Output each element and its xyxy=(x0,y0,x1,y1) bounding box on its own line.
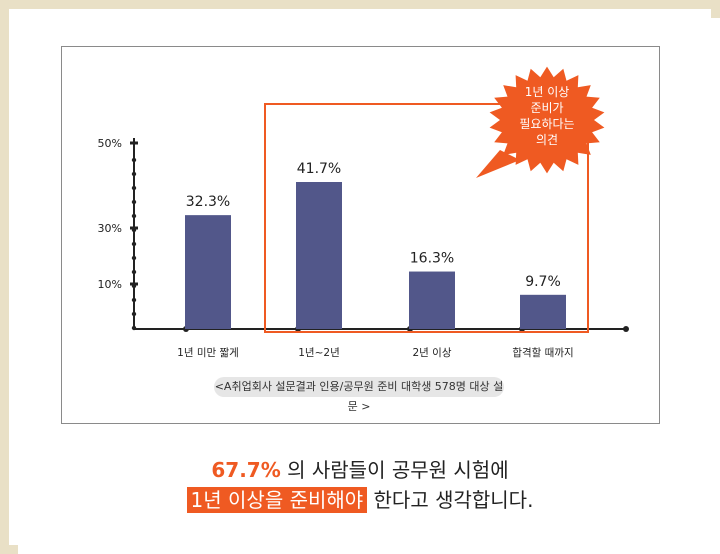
caption-line-1-text: 의 사람들이 공무원 시험에 xyxy=(280,458,509,482)
y-axis-dot xyxy=(131,255,137,261)
x-axis-dot xyxy=(623,326,629,332)
x-tick-label: 1년~2년 xyxy=(298,347,339,359)
y-tick-label: 30% xyxy=(98,222,122,235)
y-axis-dot xyxy=(131,325,137,331)
bars xyxy=(185,182,566,329)
y-axis-dot xyxy=(131,241,137,247)
y-axis-dot xyxy=(131,199,137,205)
callout-text-line: 의견 xyxy=(536,133,558,147)
bar-value-label: 32.3% xyxy=(186,194,230,210)
caption-percentage: 67.7% xyxy=(211,458,281,482)
source-note: <A취업회사 설문결과 인용/공무원 준비 대학생 578명 대상 설문 > xyxy=(214,377,504,413)
callout-text-line: 1년 이상 xyxy=(525,85,570,99)
x-tick-label: 2년 이상 xyxy=(413,347,452,359)
y-tick-label: 50% xyxy=(98,137,122,150)
callout-text-line: 필요하다는 xyxy=(519,117,574,131)
callout-tail xyxy=(476,150,520,178)
callout-burst xyxy=(489,66,605,174)
bar-value-label: 41.7% xyxy=(297,161,341,177)
caption-highlight: 1년 이상을 준비해야 xyxy=(186,487,368,513)
x-tick-label: 1년 미만 짧게 xyxy=(177,347,239,359)
caption-line-2-text: 한다고 생각합니다. xyxy=(367,488,534,512)
highlight-box xyxy=(264,103,589,333)
bar-value-label: 9.7% xyxy=(525,274,561,290)
bar-value-label: 16.3% xyxy=(410,251,454,267)
y-axis-dot xyxy=(131,171,137,177)
labels: 10% 30% 50% 32.3% 1년 미만 짧게 41.7% 1년~2년 16.3% 2년 … xyxy=(98,137,574,359)
bar xyxy=(296,182,342,329)
y-axis-dot xyxy=(131,213,137,219)
y-axis-dot xyxy=(131,297,137,303)
bar xyxy=(409,271,455,329)
bar xyxy=(185,215,231,329)
y-axis-dot xyxy=(131,269,137,275)
y-axis-dot xyxy=(131,311,137,317)
caption-line-1: 67.7% 의 사람들이 공무원 시험에 xyxy=(0,454,720,483)
y-tick-label: 10% xyxy=(98,278,122,291)
bar xyxy=(520,294,566,329)
caption-line-2: 1년 이상을 준비해야 한다고 생각합니다. xyxy=(0,484,720,513)
x-tick-label: 합격할 때까지 xyxy=(512,346,573,359)
y-axis-dot xyxy=(131,185,137,191)
callout-text-line: 준비가 xyxy=(530,101,563,115)
y-axis-dot xyxy=(131,157,137,163)
